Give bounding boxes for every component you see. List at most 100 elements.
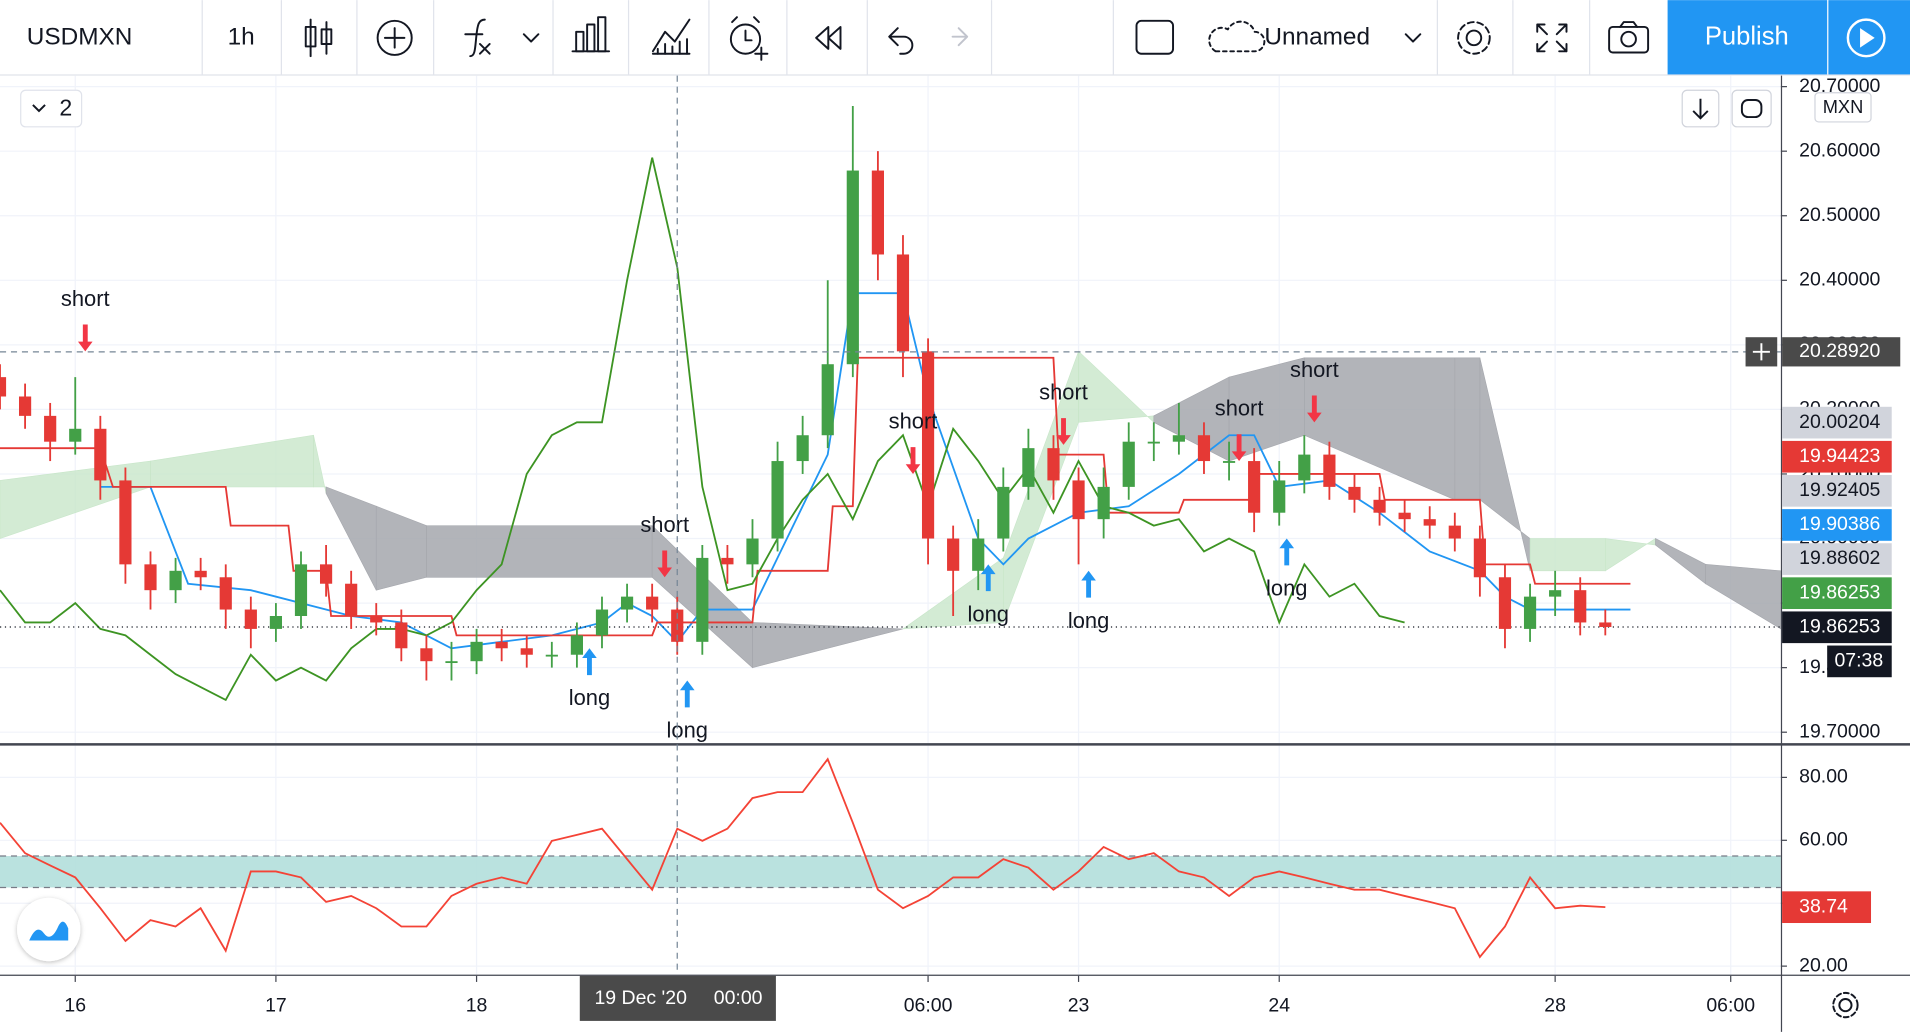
toolbar: USDMXN 1h Unnamed Publish [0,0,1910,76]
reset-scale-button[interactable] [1731,89,1772,128]
signal-label: long [1068,608,1109,633]
fullscreen-button[interactable] [1536,23,1568,53]
scroll-to-end-button[interactable] [1681,89,1720,128]
candle-body [0,377,7,397]
x-tick-label: 24 [1268,994,1290,1016]
cloud-icon[interactable] [1208,20,1266,53]
candle-body [1398,512,1411,520]
signal-arrow [1081,570,1096,598]
price-badge [1782,577,1892,610]
dividers [201,0,1591,75]
candle-body [119,480,132,565]
interval[interactable]: 1h [228,23,255,50]
x-tick-label: 28 [1544,994,1566,1016]
signal-arrow [582,648,597,676]
price-badge-label: 19.92405 [1799,479,1880,501]
y-tick-label: 20.50000 [1799,204,1880,226]
signal-arrow [1307,395,1322,423]
publish-button[interactable]: Publish [1667,0,1828,75]
candle-body [1197,435,1211,462]
candle-body [997,486,1010,539]
signal-label: short [1290,357,1339,382]
price-badge-label: 20.00204 [1799,411,1880,433]
signal-arrow [1279,538,1295,566]
replay-button[interactable] [815,25,842,50]
y-tick-label: 60.00 [1799,828,1848,850]
crosshair-date: 19 Dec '20 [594,987,687,1009]
rsi-pane [0,745,1781,975]
chart-type-button[interactable] [304,18,333,58]
crosshair-price-badge [1782,337,1901,367]
x-tick-label: 17 [265,994,287,1016]
candle-body [1122,441,1135,487]
candle-body [1222,461,1236,463]
indicators-menu[interactable] [522,33,540,43]
candle-body [44,415,57,442]
candle-body [1298,454,1311,481]
undo-button[interactable] [888,27,914,55]
candle-body [1348,486,1361,500]
redo-button[interactable] [951,27,969,47]
settings-button[interactable] [1457,21,1491,55]
currency-box[interactable]: MXN [1814,92,1872,123]
signal-label: long [569,685,610,710]
signal-label: long [968,601,1009,626]
layout-menu[interactable] [1404,33,1422,43]
candle-body [244,609,257,629]
price-badge [1782,475,1892,507]
play-button[interactable] [1828,0,1910,75]
candle-body [947,538,960,571]
candle-body [1147,441,1160,444]
fullscreen-layout-button[interactable] [1135,19,1175,55]
logo[interactable] [17,897,81,962]
crosshair-time: 00:00 [714,987,763,1009]
candle-body [1323,454,1336,487]
candle-body [470,641,483,662]
candle-body [370,615,383,623]
signal-arrow [657,550,673,578]
cloud-segment [1529,538,1606,572]
signal-label: long [1266,575,1307,600]
currency: MXN [1823,96,1864,117]
layout-name[interactable]: Unnamed [1264,23,1370,50]
y-tick-label: 19.70000 [1799,720,1880,742]
price-badge-label: 19.86253 [1799,581,1880,603]
candle-body [395,622,408,649]
candle-body [721,557,734,565]
price-pane: short short short short short short long long lo… [0,75,1781,744]
signal-arrow [1231,434,1247,462]
x-tick-label: 06:00 [904,994,953,1016]
rsi-band [0,856,1781,888]
templates-button[interactable] [571,16,611,53]
candle-body [1549,590,1562,597]
candle-body [972,538,985,571]
x-tick-label: 23 [1068,994,1090,1016]
candle-body [1373,499,1386,513]
symbol[interactable]: USDMXN [27,23,133,50]
candle-body [1448,525,1461,539]
signal-arrow [980,564,996,592]
candle-body [1498,577,1512,629]
compare-button[interactable] [376,19,413,56]
candle-body [144,564,157,591]
candle-body [1423,519,1436,526]
price-badge [1782,611,1892,644]
time-axis-settings[interactable] [1832,991,1859,1019]
rsi-badge-label: 38.74 [1799,895,1848,917]
legend-count: 2 [59,94,72,120]
signal-label: short [640,512,689,537]
candle-body [319,564,333,584]
candle-body [1172,435,1185,442]
indicators-button[interactable] [464,18,491,58]
legend-toggle[interactable]: 2 [20,89,83,128]
x-tick-label: 06:00 [1706,994,1755,1016]
alert-button[interactable] [729,16,769,61]
snapshot-button[interactable] [1608,21,1650,54]
y-tick-label: 20.40000 [1799,268,1880,290]
candle-body [570,635,583,655]
bar-replay-indicator[interactable] [651,18,691,55]
candle-body [420,648,433,662]
publish-label[interactable]: Publish [1705,23,1789,51]
